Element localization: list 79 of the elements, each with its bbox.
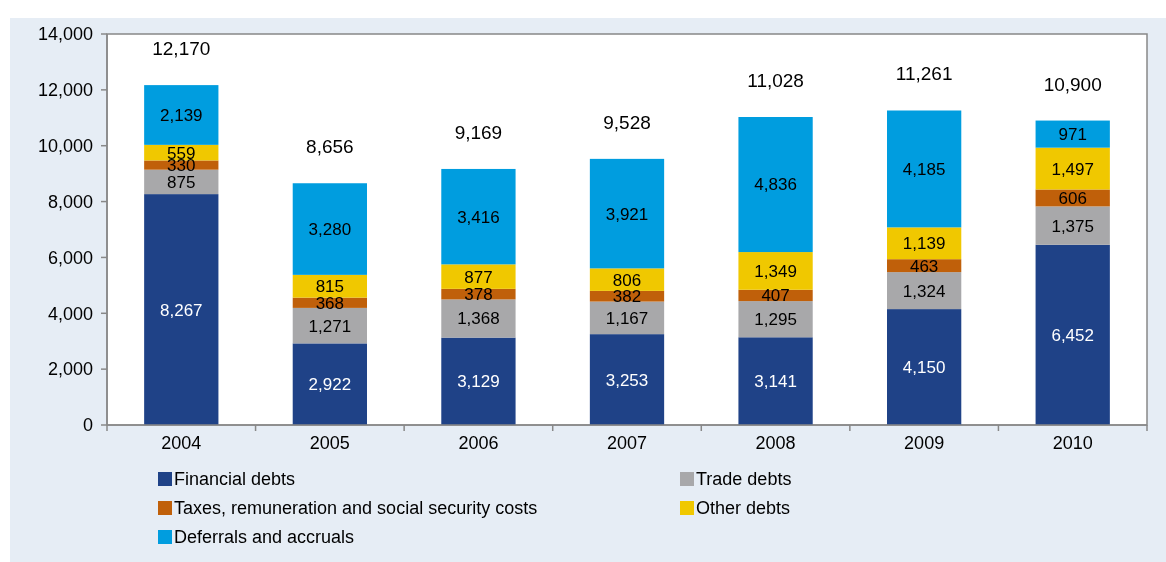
y-tick-label: 0 [82,415,93,436]
total-label: 8,656 [306,136,354,158]
y-tick-label: 8,000 [47,191,93,212]
data-label: 2,922 [308,375,352,395]
legend-label: Financial debts [174,469,296,490]
y-tick-label: 6,000 [47,247,93,268]
total-label: 10,900 [1043,73,1102,95]
data-label: 806 [612,270,642,290]
legend-label: Trade debts [696,469,792,490]
bar [1035,120,1110,148]
total-label: 9,528 [603,111,651,133]
data-label: 875 [167,172,196,192]
bar [738,117,813,253]
bar [589,334,665,425]
total-label: 11,028 [747,70,804,91]
bar [887,272,962,310]
bar [887,309,962,425]
x-tick-label: 2007 [606,433,648,453]
bar [292,183,367,275]
bar [738,337,813,425]
data-label: 606 [1058,188,1087,208]
data-label: 8,267 [160,300,203,320]
data-label: 877 [464,267,493,287]
x-tick-label: 2006 [458,433,499,453]
bar [1035,244,1110,425]
data-label: 1,349 [754,261,797,281]
legend-label: Deferrals and accruals [174,527,355,548]
data-label: 1,497 [1051,159,1094,179]
data-label: 4,185 [902,159,946,179]
data-label: 3,141 [754,372,797,392]
data-label: 3,129 [457,372,500,392]
x-tick-label: 2005 [309,433,350,453]
y-tick-label: 12,000 [37,80,93,101]
data-label: 1,324 [902,281,946,301]
data-label: 4,836 [754,175,797,195]
data-label: 1,167 [605,308,649,328]
data-label: 382 [612,287,642,307]
y-tick-label: 4,000 [47,303,93,324]
x-tick-label: 2009 [904,433,945,453]
data-label: 407 [761,286,790,306]
x-tick-label: 2004 [161,433,202,453]
data-label: 3,416 [457,207,500,227]
data-label: 1,375 [1051,216,1094,236]
data-label: 3,253 [605,370,649,390]
data-label: 1,271 [308,316,352,336]
bar [1035,206,1110,245]
data-label: 971 [1058,125,1087,145]
data-label: 1,368 [457,309,500,329]
data-label: 3,280 [308,220,352,239]
bar [441,337,516,425]
x-tick-label: 2010 [1052,433,1093,453]
data-label: 1,139 [902,234,946,254]
bar [1035,147,1110,190]
data-label: 2,139 [160,105,203,125]
data-label: 6,452 [1051,325,1094,345]
bar [144,85,219,145]
y-tick-label: 14,000 [37,24,93,45]
y-tick-label: 10,000 [37,136,93,157]
bar [292,343,367,425]
total-label: 11,261 [895,63,953,85]
bar [887,110,962,228]
bar [441,168,516,265]
bar [738,252,813,290]
x-tick-label: 2008 [755,433,796,453]
y-tick-label: 2,000 [47,359,93,380]
bar [589,158,665,269]
legend-label: Taxes, remuneration and social security costs [174,498,538,519]
data-label: 3,921 [605,204,649,224]
bar [144,194,219,425]
data-label: 463 [909,256,939,276]
data-label: 1,295 [754,310,797,330]
bar [441,299,516,338]
total-label: 9,169 [454,121,503,143]
legend-label: Other debts [696,498,791,519]
data-label: 4,150 [902,358,946,377]
total-label: 12,170 [152,38,211,60]
bar [738,301,813,338]
bar [887,227,962,260]
bar [441,264,516,289]
